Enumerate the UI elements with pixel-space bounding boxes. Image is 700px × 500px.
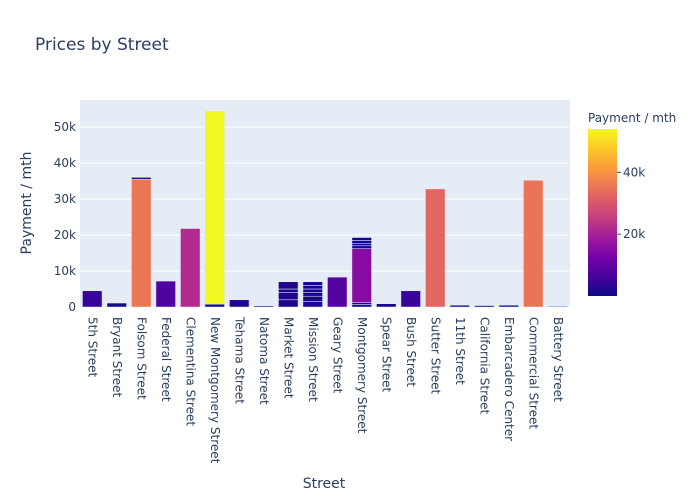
y-tick-label: 10k: [54, 264, 76, 278]
bar-segment: [253, 305, 274, 308]
bar-segment: [351, 240, 372, 244]
y-tick-label: 20k: [54, 228, 76, 242]
x-tick-label: 11th Street: [453, 317, 467, 385]
colorbar-gradient: [588, 129, 617, 296]
bar-segment: [278, 288, 299, 293]
x-tick-label: Geary Street: [330, 317, 344, 394]
bar-segment: [204, 303, 225, 308]
bar-segment: [82, 290, 103, 308]
x-tick-label: Commercial Street: [526, 317, 540, 429]
x-tick-label: Federal Street: [159, 317, 173, 402]
x-tick-label: Bryant Street: [110, 317, 124, 398]
colorbar-tick-label: 20k: [623, 227, 645, 241]
bar-segment: [302, 301, 323, 308]
chart-title: Prices by Street: [35, 35, 169, 55]
bar-segment: [302, 292, 323, 297]
bar-segment: [302, 285, 323, 290]
x-tick-label: Montgomery Street: [355, 317, 369, 434]
x-axis-title: Street: [303, 476, 346, 492]
x-tick-label: Spear Street: [379, 317, 393, 392]
bar-segment: [155, 280, 176, 308]
x-tick-label: Folsom Street: [134, 317, 148, 400]
bar-segment: [278, 292, 299, 301]
bar-segment: [351, 248, 372, 303]
bar-segment: [425, 188, 446, 308]
colorbar-title: Payment / mth: [588, 111, 676, 125]
plot-area: [80, 100, 570, 307]
bar-segment: [351, 245, 372, 249]
x-tick-label: Natoma Street: [257, 317, 271, 405]
bar-segment: [351, 237, 372, 241]
x-tick-label: Battery Street: [551, 317, 565, 402]
bar-segment: [180, 228, 201, 308]
colorbar: Payment / mth 20k 40k: [588, 111, 676, 296]
bar-segment: [351, 302, 372, 305]
bar-segment: [131, 177, 152, 180]
x-tick-label: Embarcadero Center: [502, 317, 516, 441]
bar-segment: [351, 304, 372, 308]
bar-segment: [278, 281, 299, 290]
bar-segment: [131, 178, 152, 308]
y-axis-title: Payment / mth: [19, 152, 35, 255]
bar-segment: [474, 305, 495, 308]
x-axis-ticks: 5th Street Bryant Street Folsom Street Fede…: [85, 316, 565, 464]
x-tick-label: 5th Street: [85, 317, 99, 378]
bar-segment: [449, 304, 470, 308]
bar-segment: [302, 295, 323, 302]
bar-segment: [278, 299, 299, 308]
y-tick-label: 30k: [54, 192, 76, 206]
x-tick-label: Tehama Street: [232, 316, 246, 404]
bar-segment: [229, 299, 250, 308]
bar-segment: [400, 290, 421, 308]
x-tick-label: Sutter Street: [428, 317, 442, 395]
x-tick-label: Mission Street: [306, 317, 320, 402]
x-tick-label: Clementina Street: [183, 317, 197, 426]
bar-segment: [302, 288, 323, 293]
bar-segment: [327, 276, 348, 308]
x-tick-label: New Montgomery Street: [208, 317, 222, 464]
y-tick-label: 50k: [54, 120, 76, 134]
x-tick-label: California Street: [477, 317, 491, 415]
y-axis-ticks: 0 10k 20k 30k 40k 50k: [54, 120, 76, 314]
bar-segment: [376, 303, 397, 308]
bar-segment: [106, 302, 127, 308]
bar-segment: [351, 243, 372, 247]
x-tick-label: Market Street: [281, 317, 295, 399]
y-tick-label: 0: [68, 300, 76, 314]
bar-segment: [523, 180, 544, 308]
bars: [82, 110, 568, 308]
bar-segment: [302, 281, 323, 286]
bar-segment: [547, 306, 568, 308]
bar-segment: [498, 304, 519, 308]
colorbar-tick-label: 40k: [623, 165, 645, 179]
y-tick-label: 40k: [54, 156, 76, 170]
x-tick-label: Bush Street: [404, 317, 418, 387]
bar-segment: [204, 110, 225, 305]
